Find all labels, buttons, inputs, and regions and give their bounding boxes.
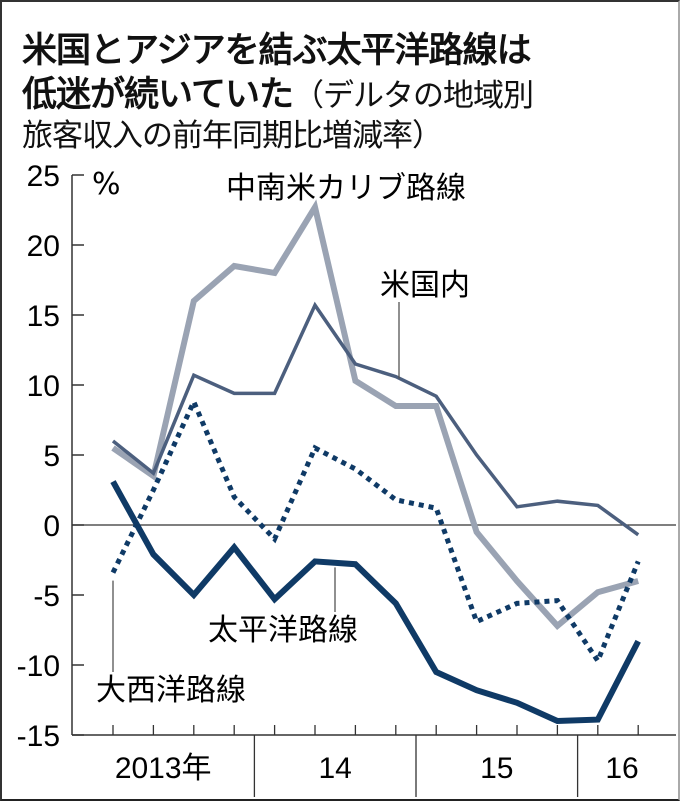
series-domestic [111, 301, 640, 537]
series-atlantic [110, 395, 641, 667]
series-pacific [110, 480, 641, 725]
label-atlantic: 大西洋路線 [96, 673, 246, 708]
y-tick-label: -15 [17, 720, 60, 753]
y-tick-label: 15 [27, 300, 60, 333]
x-year-label: 14 [319, 752, 352, 785]
chart-title-line2: 低迷が続いていた（デルタの地域別 [22, 66, 534, 117]
y-tick-label: 20 [27, 230, 60, 263]
y-tick-label: 0 [43, 510, 60, 543]
label-latam-caribbean: 中南米カリブ路線 [226, 171, 466, 206]
x-year-label: 2013年 [115, 752, 212, 785]
chart-subtitle-part1: （デルタの地域別 [292, 78, 534, 114]
y-tick-label: 5 [43, 440, 60, 473]
y-tick-label: 25 [27, 160, 60, 193]
y-tick-label: 10 [27, 370, 60, 403]
series-layer [110, 199, 641, 725]
axes: 25 20 15 10 5 0 -5 -10 -15 2013年 14 15 16 [17, 160, 676, 797]
label-pacific: 太平洋路線 [208, 613, 358, 648]
chart-title-line1: 米国とアジアを結ぶ太平洋路線は [22, 31, 532, 71]
label-domestic: 米国内 [380, 268, 470, 303]
chart-title-bold: 低迷が続いていた [22, 75, 294, 115]
chart-subtitle-part2: 旅客収入の前年同期比増減率） [22, 118, 443, 154]
series-latam-caribbean [111, 199, 640, 630]
x-year-label: 15 [480, 752, 513, 785]
y-tick-label: -10 [17, 650, 60, 683]
x-year-label: 16 [605, 752, 638, 785]
y-axis-unit-label: % [92, 167, 121, 202]
y-tick-label: -5 [33, 580, 60, 613]
